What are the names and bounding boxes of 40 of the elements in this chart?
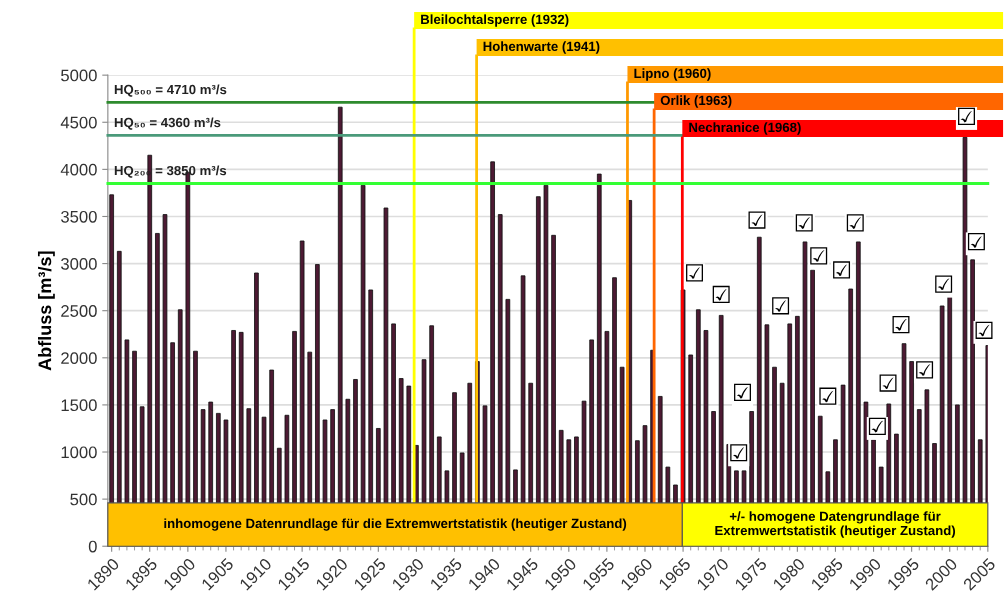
ref-line-label: Orlik (1963) xyxy=(660,95,732,108)
annotation: ☑ xyxy=(772,297,790,315)
y-tick-label: 0 xyxy=(88,540,97,553)
y-tick-label: 2000 xyxy=(61,352,97,364)
ref-line-label: Nechranice (1968) xyxy=(689,122,801,135)
y-tick-label: 2500 xyxy=(61,305,97,317)
ref-line-label: Bleilochtalsperre (1932) xyxy=(421,14,569,27)
annotation: ☑ xyxy=(712,285,730,304)
annotation: ☑ xyxy=(810,247,828,265)
annotation: ☑ xyxy=(958,107,975,126)
ref-line-label: HQ₅₀ = 4360 m³/s xyxy=(114,117,221,130)
annotation: ☑ xyxy=(734,383,751,402)
ref-line-label: Lipno (1960) xyxy=(634,68,711,81)
band-label: +/- homogene Datengrundlage für Extremwertstatistik (heutiger Zustand) xyxy=(715,511,956,538)
y-tick-label: 1500 xyxy=(61,399,97,412)
y-tick-label: 5000 xyxy=(61,69,97,82)
annotation: ☑ xyxy=(975,321,993,339)
annotation: ☑ xyxy=(935,275,953,293)
ref-line-label: HQ₅₀₀ = 4710 m³/s xyxy=(114,84,227,97)
annotation: ☑ xyxy=(795,214,813,232)
annotation: ☑ xyxy=(730,444,748,462)
y-tick-label: 500 xyxy=(70,493,97,506)
annotation: ☑ xyxy=(846,214,864,232)
annotation: ☑ xyxy=(819,387,837,405)
y-tick-label: 4000 xyxy=(60,163,97,176)
y-tick-label: 3500 xyxy=(61,210,97,223)
annotation: ☑ xyxy=(686,264,703,282)
band-label: inhomogene Datenrundlage für die Extremwertstatistik (heutiger Zustand) xyxy=(164,518,627,531)
y-tick-label: 4500 xyxy=(60,116,97,129)
annotation: ☑ xyxy=(916,361,934,379)
annotation: ☑ xyxy=(892,316,910,334)
annotation: ☑ xyxy=(868,417,886,435)
y-axis-title: Abfluss [m³/s] xyxy=(37,251,55,371)
annotation: ☑ xyxy=(967,233,985,251)
annotation: ☑ xyxy=(748,211,766,229)
annotation: ☑ xyxy=(833,261,851,279)
annotation: ☑ xyxy=(879,374,897,392)
y-tick-label: 3000 xyxy=(61,257,97,270)
y-tick-label: 1000 xyxy=(61,446,97,459)
ref-line-label: Hohenwarte (1941) xyxy=(483,41,600,54)
